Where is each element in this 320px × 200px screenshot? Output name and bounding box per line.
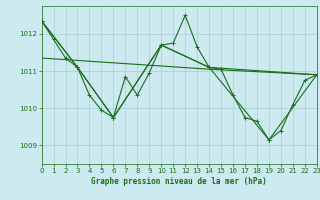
X-axis label: Graphe pression niveau de la mer (hPa): Graphe pression niveau de la mer (hPa) [91,177,267,186]
